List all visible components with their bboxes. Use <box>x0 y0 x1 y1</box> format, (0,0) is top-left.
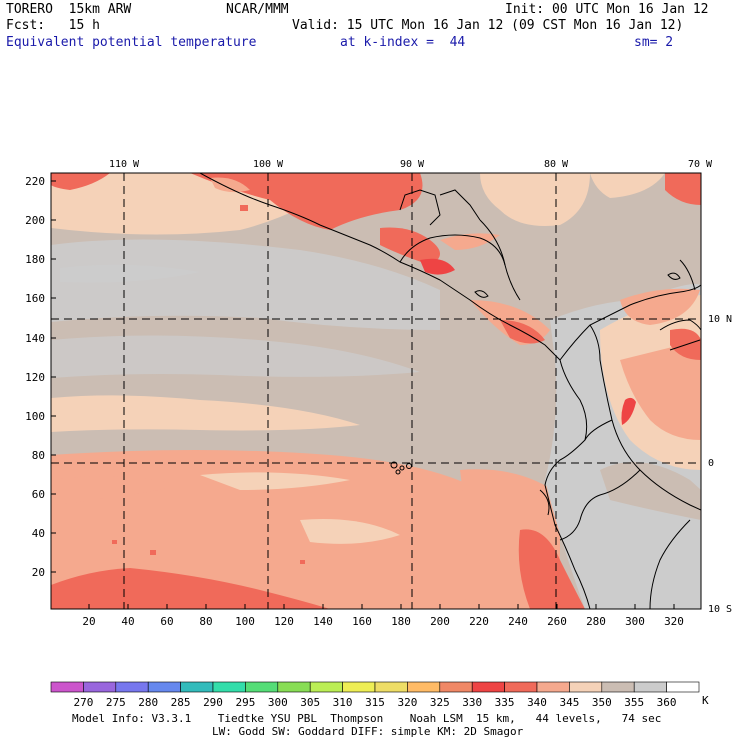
lon-label-90w: 90 W <box>400 159 425 170</box>
forecast-hour: Fcst: 15 h <box>6 18 100 33</box>
colorbar-labels: 270 275 280 285 290 295 300 305 310 315 320 325 330 3… <box>73 696 676 709</box>
y-label: 40 <box>32 527 45 540</box>
temperature-field <box>51 173 701 609</box>
colorbar-label: 335 <box>495 696 515 709</box>
colorbar-swatch <box>407 681 441 693</box>
colorbar-swatch <box>374 681 408 693</box>
level-label: at k-index = 44 <box>340 35 466 50</box>
colorbar-swatch <box>504 681 538 693</box>
colorbar-label: 350 <box>592 696 612 709</box>
colorbar-label: 310 <box>333 696 353 709</box>
colorbar-unit: K <box>702 694 709 707</box>
colorbar-label: 320 <box>397 696 417 709</box>
x-label: 320 <box>664 615 684 628</box>
x-label: 40 <box>121 615 134 628</box>
colorbar-label: 295 <box>235 696 255 709</box>
model-info-line: Model Info: V3.3.1 Tiedtke YSU PBL Thomp… <box>72 712 662 725</box>
y-label: 160 <box>25 292 45 305</box>
y-label: 60 <box>32 488 45 501</box>
x-label: 300 <box>625 615 645 628</box>
lat-label-10n: 10 N <box>708 314 732 325</box>
y-label: 100 <box>25 410 45 423</box>
y-label: 180 <box>25 253 45 266</box>
colorbar-label: 290 <box>203 696 223 709</box>
coastlines <box>199 173 701 609</box>
colorbar-label: 355 <box>624 696 644 709</box>
colorbar-swatch <box>147 681 181 693</box>
colorbar-swatch <box>601 681 635 693</box>
colorbar-label: 270 <box>73 696 93 709</box>
y-label: 120 <box>25 371 45 384</box>
longitude-labels: 110 W 100 W 90 W 80 W 70 W <box>109 159 713 170</box>
colorbar-swatch <box>180 681 214 693</box>
colorbar-swatch <box>277 681 311 693</box>
colorbar-swatch <box>471 681 505 693</box>
x-label: 200 <box>430 615 450 628</box>
colorbar-swatch <box>50 681 84 693</box>
physics-info-line: LW: Godd SW: Goddard DIFF: simple KM: 2D… <box>212 725 524 738</box>
colorbar-swatch <box>569 681 603 693</box>
tick-marks <box>51 180 675 609</box>
colorbar-swatch <box>342 681 376 693</box>
colorbar-swatch <box>666 681 700 693</box>
colorbar-swatch <box>212 681 246 693</box>
y-label: 80 <box>32 449 45 462</box>
colorbar-label: 280 <box>138 696 158 709</box>
y-label: 20 <box>32 566 45 579</box>
colorbar <box>50 681 700 693</box>
colorbar-label: 330 <box>462 696 482 709</box>
colorbar-label: 285 <box>171 696 191 709</box>
colorbar-swatch <box>536 681 570 693</box>
colorbar-label: 275 <box>106 696 126 709</box>
colorbar-label: 305 <box>300 696 320 709</box>
colorbar-label: 360 <box>657 696 677 709</box>
y-label: 220 <box>25 175 45 188</box>
colorbar-label: 315 <box>365 696 385 709</box>
lon-label-80w: 80 W <box>544 159 569 170</box>
lat-label-0: 0 <box>708 458 714 469</box>
lon-label-70w: 70 W <box>688 159 713 170</box>
center-label: NCAR/MMM <box>226 2 289 17</box>
lat-label-10s: 10 S <box>708 604 732 615</box>
y-label: 200 <box>25 214 45 227</box>
colorbar-label: 340 <box>527 696 547 709</box>
colorbar-swatch <box>245 681 279 693</box>
x-grid-labels: 20 40 60 80 100 120 140 160 180 200 220 … <box>82 615 684 628</box>
graticule <box>51 173 701 609</box>
y-grid-labels: 220 200 180 160 140 120 100 80 60 40 20 <box>25 175 45 579</box>
field-name: Equivalent potential temperature <box>6 35 257 50</box>
colorbar-swatch <box>309 681 343 693</box>
colorbar-label: 300 <box>268 696 288 709</box>
colorbar-swatch <box>633 681 667 693</box>
x-label: 120 <box>274 615 294 628</box>
colorbar-swatch <box>115 681 149 693</box>
x-label: 60 <box>160 615 173 628</box>
x-label: 220 <box>469 615 489 628</box>
y-label: 140 <box>25 332 45 345</box>
x-label: 140 <box>313 615 333 628</box>
valid-time: Valid: 15 UTC Mon 16 Jan 12 (09 CST Mon … <box>292 18 684 33</box>
colorbar-label: 325 <box>430 696 450 709</box>
plot-frame <box>50 172 702 610</box>
model-title: TORERO 15km ARW <box>6 2 132 17</box>
lon-label-100w: 100 W <box>253 159 284 170</box>
lon-label-110w: 110 W <box>109 159 140 170</box>
smoothing-label: sm= 2 <box>634 35 674 50</box>
latitude-labels: 10 N 0 10 S <box>708 314 732 615</box>
x-label: 160 <box>352 615 372 628</box>
x-label: 180 <box>391 615 411 628</box>
init-time: Init: 00 UTC Mon 16 Jan 12 <box>505 2 709 17</box>
x-label: 260 <box>547 615 567 628</box>
colorbar-swatch <box>439 681 473 693</box>
x-label: 100 <box>235 615 255 628</box>
x-label: 20 <box>82 615 95 628</box>
colorbar-swatch <box>83 681 117 693</box>
x-label: 280 <box>586 615 606 628</box>
x-label: 240 <box>508 615 528 628</box>
colorbar-label: 345 <box>559 696 579 709</box>
x-label: 80 <box>199 615 212 628</box>
